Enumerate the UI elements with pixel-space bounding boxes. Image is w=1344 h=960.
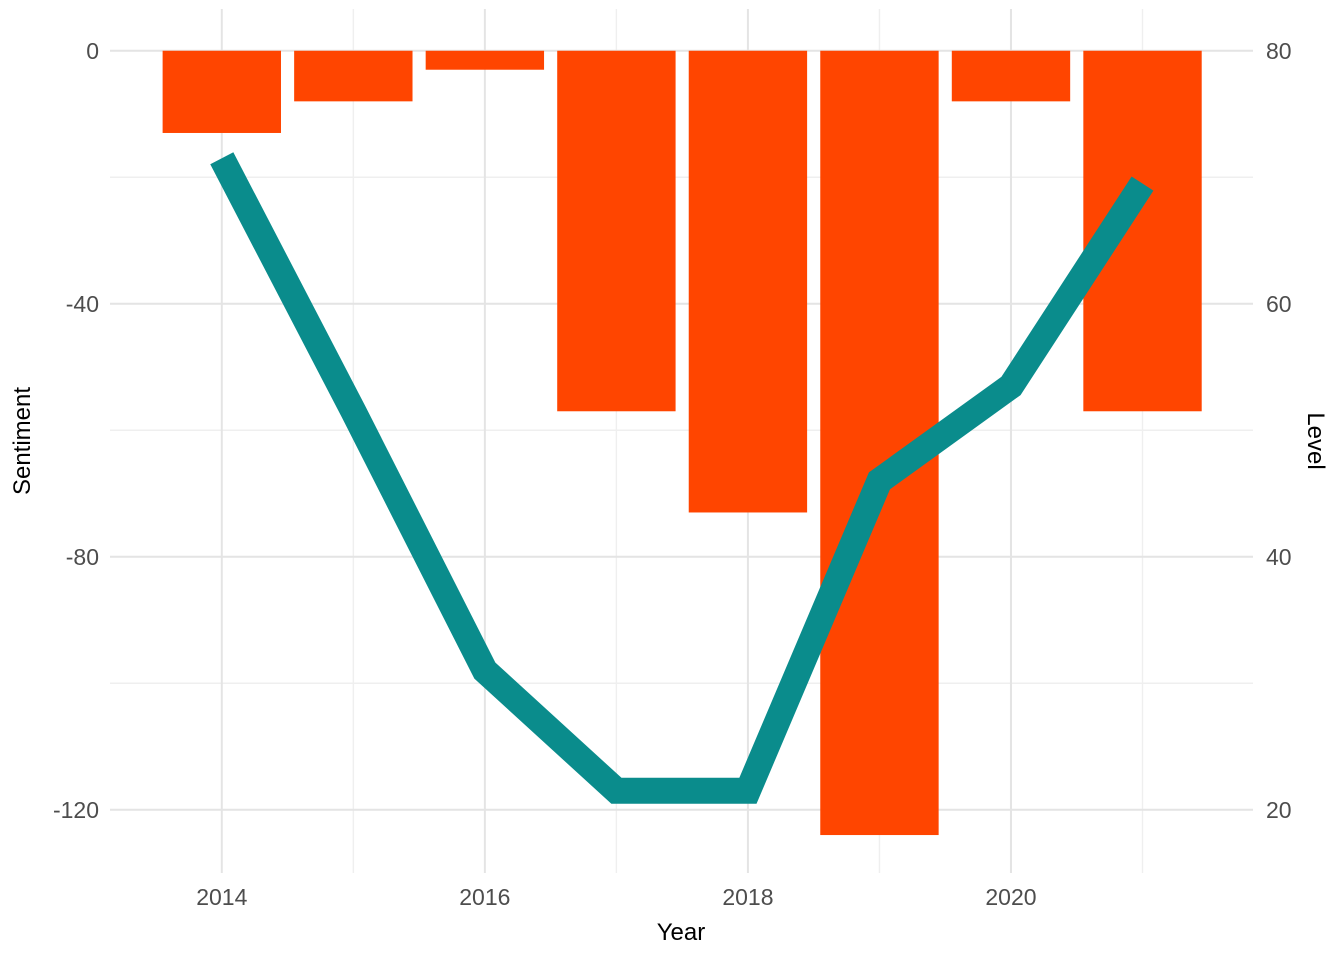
x-axis-title: Year xyxy=(657,919,706,946)
minor-gridlines-layer xyxy=(110,9,1253,873)
x-tick-label-2020: 2020 xyxy=(985,884,1036,910)
y-right-tick-label-40: 40 xyxy=(1266,544,1292,570)
y-right-tick-label-60: 60 xyxy=(1266,291,1292,317)
axis-tick-labels-layer: 2014 2016 2018 2020 0 -40 -80 -120 80 60 40 20 xyxy=(53,38,1292,910)
y-left-tick-label--120: -120 xyxy=(53,797,99,823)
level-line xyxy=(210,152,1154,804)
sentiment-bar-2016 xyxy=(425,50,545,70)
x-tick-label-2018: 2018 xyxy=(722,884,773,910)
y-right-tick-label-20: 20 xyxy=(1266,797,1292,823)
y-left-tick-label--80: -80 xyxy=(66,544,99,570)
major-gridlines-layer xyxy=(110,9,1253,873)
y-left-tick-label--40: -40 xyxy=(66,291,99,317)
y-right-axis-title: Level xyxy=(1302,412,1329,469)
sentiment-bar-2017 xyxy=(557,50,676,412)
sentiment-bar-2020 xyxy=(951,50,1071,102)
sentiment-bar-2014 xyxy=(162,50,281,133)
x-tick-label-2016: 2016 xyxy=(459,884,510,910)
sentiment-bar-2015 xyxy=(294,50,413,102)
x-tick-label-2014: 2014 xyxy=(196,884,247,910)
y-right-tick-label-80: 80 xyxy=(1266,38,1292,64)
sentiment-bars-layer xyxy=(162,50,1202,836)
y-left-axis-title: Sentiment xyxy=(9,387,36,495)
y-left-tick-label-0: 0 xyxy=(86,38,99,64)
sentiment-bar-2018 xyxy=(688,50,808,513)
level-line-layer xyxy=(210,152,1154,804)
